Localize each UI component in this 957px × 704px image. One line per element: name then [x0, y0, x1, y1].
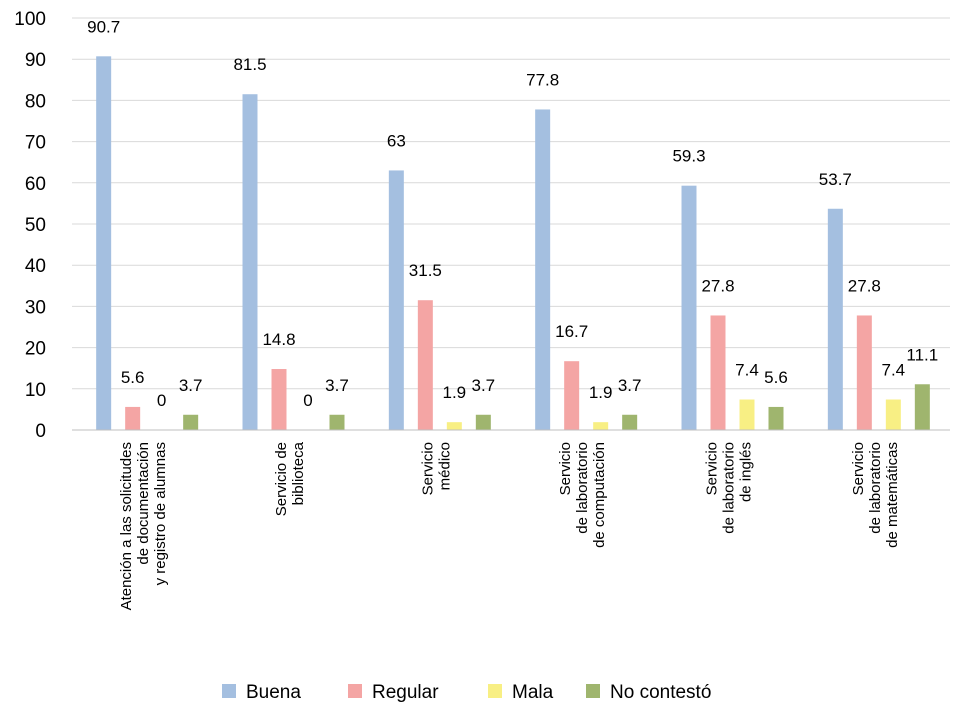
bar [593, 422, 609, 430]
data-label: 90.7 [87, 17, 120, 36]
bar [768, 406, 784, 430]
category-label-line: Servicio de [273, 442, 290, 516]
data-label: 3.7 [618, 376, 642, 395]
y-tick-label: 20 [25, 339, 46, 360]
legend-item: Buena [222, 682, 301, 703]
bar [96, 56, 112, 430]
y-axis-ticks: 0 10 20 30 40 50 60 70 80 90 100 [14, 9, 46, 442]
bar [710, 315, 726, 430]
y-tick-label: 60 [25, 174, 46, 195]
data-label: 5.6 [121, 368, 145, 387]
data-label: 1.9 [443, 383, 467, 402]
category-label: Servicio de biblioteca [273, 441, 307, 516]
gridlines [72, 17, 950, 390]
bar [271, 369, 287, 430]
y-tick-label: 80 [25, 91, 46, 112]
bar [125, 406, 141, 430]
legend-swatch [348, 684, 362, 698]
data-label: 3.7 [325, 376, 349, 395]
y-tick-label: 100 [14, 9, 46, 30]
category-label-line: Servicio [557, 442, 574, 495]
legend-swatch [222, 684, 236, 698]
bar [535, 109, 551, 431]
category-label-line: Servicio [850, 442, 867, 495]
data-label: 14.8 [262, 330, 295, 349]
y-tick-label: 50 [25, 215, 46, 236]
data-label: 31.5 [409, 261, 442, 280]
data-label: 11.1 [906, 345, 938, 364]
data-label: 5.6 [764, 368, 788, 387]
data-label: 0 [303, 391, 312, 410]
data-label: 0 [157, 391, 166, 410]
legend-label: Buena [246, 682, 301, 703]
y-tick-label: 70 [25, 133, 46, 154]
bar [827, 208, 843, 430]
category-label-line: de inglés [738, 442, 755, 502]
bar [417, 300, 433, 430]
y-tick-label: 0 [35, 421, 46, 442]
data-label: 3.7 [472, 376, 496, 395]
bar [856, 315, 872, 430]
category-label-line: de laboratorio [574, 442, 591, 534]
legend: Buena Regular Mala No contestó [222, 682, 711, 703]
data-label: 1.9 [589, 383, 613, 402]
category-label-line: Atención a las solicitudes [118, 442, 135, 610]
data-label: 7.4 [882, 361, 906, 380]
data-label: 27.8 [848, 276, 881, 295]
bar [914, 384, 930, 430]
bar [329, 414, 345, 430]
category-label-line: médico [436, 442, 453, 490]
bar [183, 414, 199, 430]
bar [885, 399, 901, 430]
data-label: 77.8 [526, 70, 559, 89]
bar [475, 414, 491, 430]
legend-label: Regular [372, 682, 439, 703]
category-label: Servicio de laboratorio de matemáticas [850, 442, 901, 548]
category-label-line: de laboratorio [721, 442, 738, 534]
bar [388, 170, 404, 430]
y-tick-label: 90 [25, 50, 46, 71]
data-label: 7.4 [735, 361, 759, 380]
category-label: Servicio de laboratorio de computación [557, 442, 608, 548]
category-label: Atención a las solicitudes de documentaci… [118, 442, 169, 610]
y-tick-label: 40 [25, 256, 46, 277]
bar [739, 399, 755, 430]
legend-swatch [488, 684, 502, 698]
data-label: 27.8 [701, 276, 734, 295]
bar [681, 185, 697, 430]
y-tick-label: 10 [25, 380, 46, 401]
bar [564, 361, 580, 430]
category-label-line: y registro de alumnas [152, 442, 169, 585]
data-label: 59.3 [672, 147, 705, 166]
data-label: 63 [387, 131, 406, 150]
data-labels: 90.7 5.6 0 3.7 81.5 14.8 0 3.7 63 31.5 1.9 3.7 77.8 1… [87, 17, 938, 410]
category-label-line: Servicio [419, 442, 436, 495]
category-labels: Atención a las solicitudes de documentaci… [118, 441, 901, 610]
bar [446, 422, 462, 430]
category-label-line: de documentación [135, 442, 152, 565]
legend-swatch [586, 684, 600, 698]
legend-label: No contestó [610, 682, 711, 703]
data-label: 3.7 [179, 376, 203, 395]
y-tick-label: 30 [25, 297, 46, 318]
bars [96, 56, 930, 431]
data-label: 81.5 [233, 55, 266, 74]
data-label: 53.7 [819, 170, 852, 189]
category-label-line: de matemáticas [884, 442, 901, 548]
bar [622, 414, 638, 430]
legend-item: No contestó [586, 682, 711, 703]
category-label-line: biblioteca [290, 441, 307, 505]
category-label: Servicio de laboratorio de inglés [704, 442, 755, 534]
category-label-line: de computación [591, 442, 608, 548]
bar [242, 94, 258, 430]
legend-item: Mala [488, 682, 554, 703]
legend-label: Mala [512, 682, 554, 703]
category-label-line: de laboratorio [867, 442, 884, 534]
data-label: 16.7 [555, 322, 588, 341]
category-label: Servicio médico [419, 442, 453, 495]
legend-item: Regular [348, 682, 439, 703]
category-label-line: Servicio [704, 442, 721, 495]
